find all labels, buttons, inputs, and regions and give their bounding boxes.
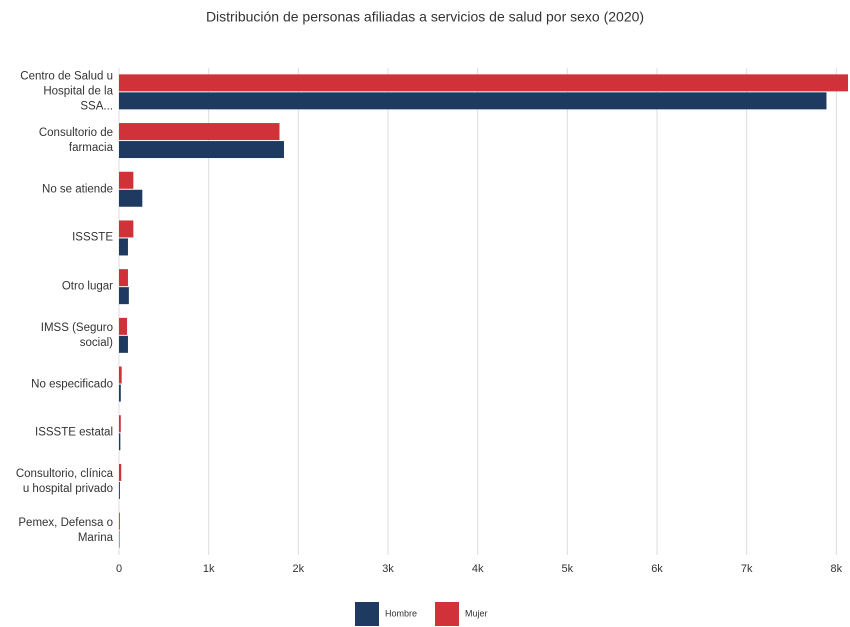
x-tick-label: 8k bbox=[831, 563, 843, 575]
bar bbox=[119, 317, 128, 335]
bar bbox=[119, 481, 120, 499]
x-tick-label: 4k bbox=[472, 563, 484, 575]
bar bbox=[119, 238, 128, 256]
bar bbox=[119, 366, 122, 384]
bar bbox=[119, 415, 121, 433]
bar bbox=[119, 171, 134, 189]
y-tick-label: Otro lugar bbox=[61, 280, 113, 293]
bar bbox=[119, 384, 121, 402]
x-tick-label: 5k bbox=[562, 563, 574, 575]
bar bbox=[119, 141, 284, 159]
y-tick-label: No especificado bbox=[31, 378, 113, 391]
bar bbox=[119, 74, 848, 92]
bar bbox=[119, 287, 129, 305]
y-tick-label: No se atiende bbox=[42, 183, 113, 196]
bar bbox=[119, 189, 143, 207]
x-tick-label: 6k bbox=[651, 563, 663, 575]
bar bbox=[119, 92, 827, 110]
y-tick-label: ISSSTE estatal bbox=[35, 426, 113, 439]
y-tick-label: Pemex, Defensa o Marina bbox=[18, 516, 113, 544]
bar bbox=[119, 335, 128, 353]
y-tick-label: Consultorio, clínica u hospital privado bbox=[15, 467, 113, 495]
chart-title: Distribución de personas afiliadas a ser… bbox=[206, 9, 644, 25]
bar bbox=[119, 220, 134, 238]
x-tick-label: 7k bbox=[741, 563, 753, 575]
x-tick-label: 1k bbox=[203, 563, 215, 575]
bar bbox=[119, 123, 280, 141]
y-tick-label: Consultorio de farmacia bbox=[38, 127, 113, 155]
x-tick-label: 2k bbox=[293, 563, 305, 575]
bar bbox=[119, 512, 120, 530]
bar bbox=[119, 463, 122, 481]
x-tick-label: 0 bbox=[116, 563, 122, 575]
bar bbox=[119, 269, 128, 287]
legend-label: Mujer bbox=[465, 608, 488, 618]
legend-swatch bbox=[355, 602, 379, 626]
y-tick-label: ISSSTE bbox=[72, 231, 113, 244]
legend-swatch bbox=[435, 602, 459, 626]
bar bbox=[119, 433, 121, 451]
y-tick-label: Centro de Salud u Hospital de la SSA... bbox=[20, 70, 113, 113]
y-tick-label: IMSS (Seguro social) bbox=[40, 321, 113, 349]
x-tick-label: 3k bbox=[382, 563, 394, 575]
legend-label: Hombre bbox=[385, 608, 417, 618]
